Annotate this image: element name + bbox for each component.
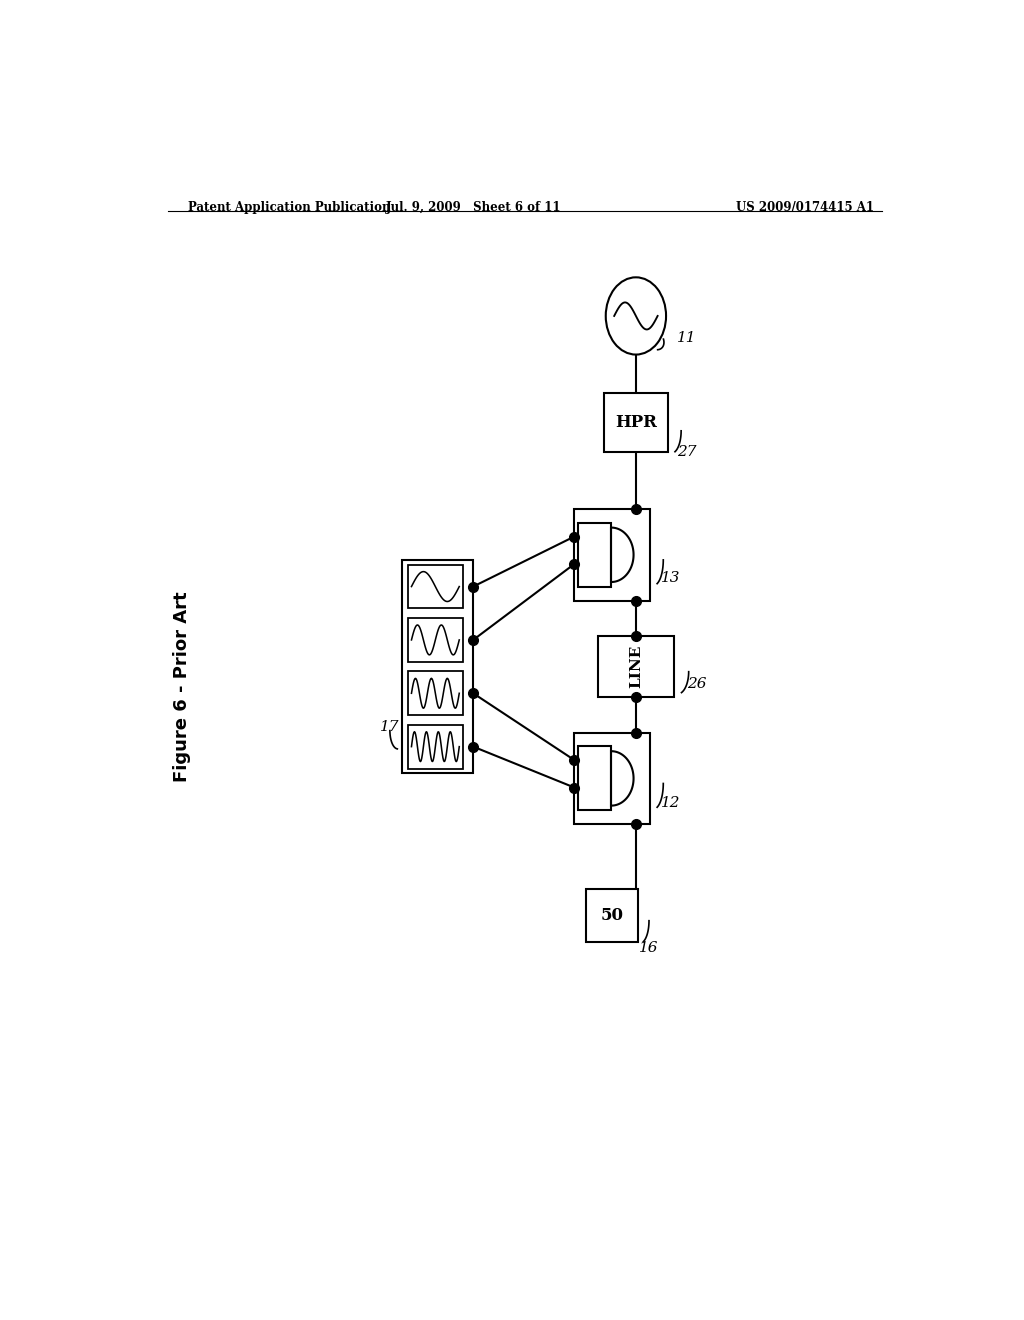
Text: US 2009/0174415 A1: US 2009/0174415 A1 [736,201,873,214]
Text: 27: 27 [677,445,696,459]
Bar [408,725,463,768]
Text: 26: 26 [687,677,707,690]
Text: 50: 50 [601,907,624,924]
Bar [604,393,668,453]
Bar [408,672,463,715]
Bar [579,746,611,810]
Text: 16: 16 [639,941,658,956]
Text: Patent Application Publication: Patent Application Publication [187,201,390,214]
Text: Jul. 9, 2009   Sheet 6 of 11: Jul. 9, 2009 Sheet 6 of 11 [385,201,561,214]
Bar [579,523,611,587]
Bar [408,565,463,609]
Bar [574,510,650,601]
Text: 12: 12 [662,796,681,809]
Text: Figure 6 - Prior Art: Figure 6 - Prior Art [173,591,190,783]
Bar [598,636,674,697]
Text: 11: 11 [677,331,696,346]
Text: LINE: LINE [629,645,643,688]
Bar [574,733,650,824]
Text: 17: 17 [380,721,399,734]
Text: HPR: HPR [615,414,656,432]
Bar [401,560,473,774]
Bar [408,618,463,661]
Bar [587,890,638,942]
Text: 13: 13 [662,572,681,585]
Circle shape [606,277,666,355]
